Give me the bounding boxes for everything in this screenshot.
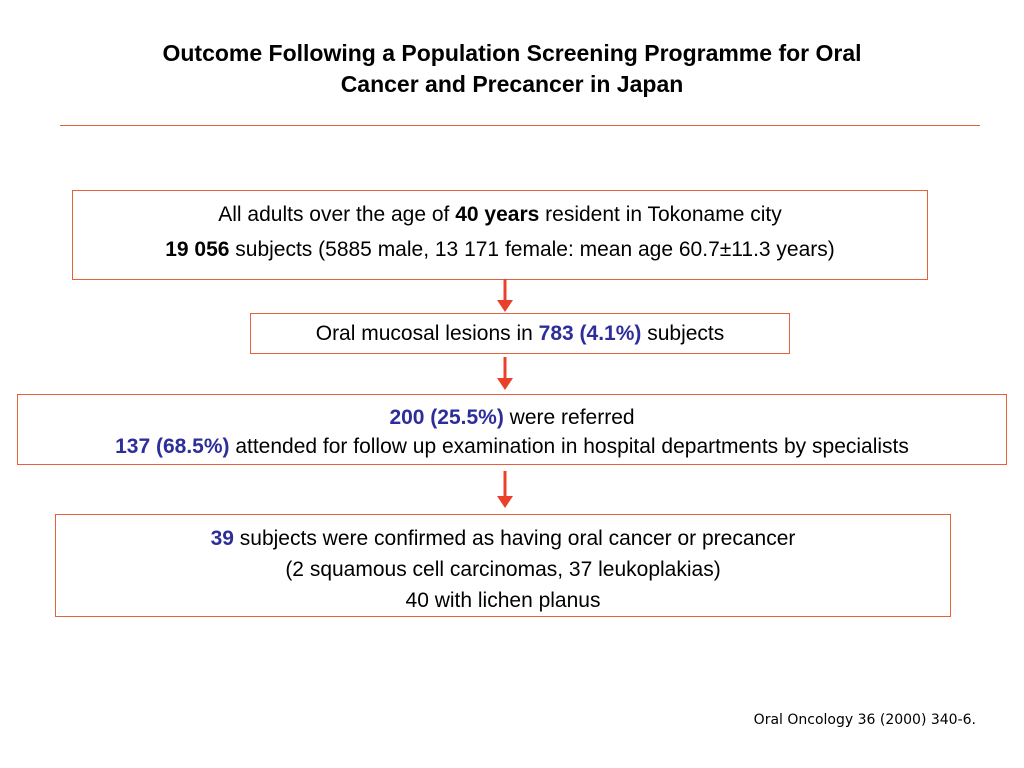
subjects-line: 19 056 subjects (5885 male, 13 171 femal… xyxy=(73,238,927,262)
arrow-down-icon xyxy=(495,279,515,313)
population-box: All adults over the age of 40 years resi… xyxy=(72,190,928,280)
referred-text: were referred xyxy=(503,406,635,429)
diagnosis-breakdown: (2 squamous cell carcinomas, 37 leukopla… xyxy=(285,558,721,581)
population-line: All adults over the age of 40 years resi… xyxy=(73,203,927,227)
citation: Oral Oncology 36 (2000) 340-6. xyxy=(753,712,976,728)
attended-count: 137 (68.5%) xyxy=(115,435,230,458)
lesions-box: Oral mucosal lesions in 783 (4.1%) subje… xyxy=(250,313,790,354)
subjects-count: 19 056 xyxy=(165,238,230,261)
confirmed-count: 39 xyxy=(210,527,234,550)
arrow-down-icon xyxy=(495,471,515,509)
lesions-suffix: subjects xyxy=(641,322,725,345)
subjects-details: subjects (5885 male, 13 171 female: mean… xyxy=(229,238,835,261)
confirmed-text: subjects were confirmed as having oral c… xyxy=(233,527,796,550)
outcome-box: 39 subjects were confirmed as having ora… xyxy=(55,514,951,617)
attended-line: 137 (68.5%) attended for follow up exami… xyxy=(18,432,1006,461)
title-line-2: Cancer and Precancer in Japan xyxy=(340,71,684,97)
lichen-planus-line: 40 with lichen planus xyxy=(405,589,601,612)
referred-count: 200 (25.5%) xyxy=(389,406,504,429)
referred-line: 200 (25.5%) were referred xyxy=(18,403,1006,432)
title-line-1: Outcome Following a Population Screening… xyxy=(162,40,862,66)
arrow-down-icon xyxy=(495,357,515,391)
slide-title: Outcome Following a Population Screening… xyxy=(40,38,984,100)
confirmed-line: 39 subjects were confirmed as having ora… xyxy=(56,523,950,554)
lesions-count: 783 (4.1%) xyxy=(538,322,642,345)
attended-text: attended for follow up examination in ho… xyxy=(229,435,909,458)
lesions-text: Oral mucosal lesions in xyxy=(315,322,539,345)
title-divider xyxy=(60,125,980,126)
age-threshold: 40 years xyxy=(455,203,540,226)
population-text: All adults over the age of xyxy=(218,203,456,226)
residence-text: resident in Tokoname city xyxy=(539,203,782,226)
referral-box: 200 (25.5%) were referred 137 (68.5%) at… xyxy=(17,394,1007,465)
lesions-line: Oral mucosal lesions in 783 (4.1%) subje… xyxy=(251,322,789,346)
